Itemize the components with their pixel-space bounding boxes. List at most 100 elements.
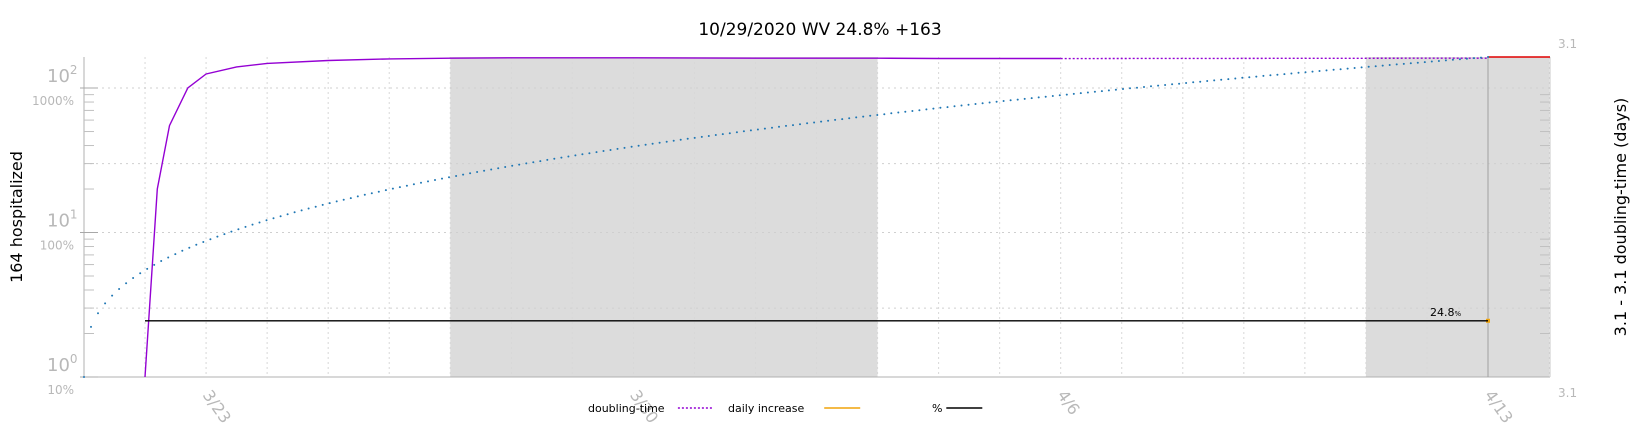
series-point (841, 118, 844, 121)
series-point (1037, 96, 1040, 99)
y-tick-label: 101 (47, 208, 78, 232)
series-point (476, 171, 479, 173)
series-point (181, 249, 184, 252)
series-point (1444, 59, 1447, 62)
series-point (377, 190, 380, 193)
series-point (658, 141, 661, 144)
series-point (1213, 79, 1216, 82)
series-point (700, 135, 703, 138)
series-point (1473, 57, 1475, 60)
series-point (686, 137, 689, 140)
series-point (1143, 86, 1145, 88)
series-point (1185, 82, 1188, 84)
series-point (1023, 97, 1026, 100)
series-point (904, 110, 907, 113)
series-point (890, 112, 893, 115)
series-point (1480, 56, 1482, 59)
series-point (644, 143, 647, 146)
series-point (1451, 58, 1454, 61)
series-point (602, 150, 605, 152)
series-point (1311, 70, 1314, 73)
series-point (1318, 70, 1321, 72)
series-point (785, 124, 787, 127)
series-point (630, 145, 633, 148)
series-point (988, 101, 991, 104)
legend-label-1: daily increase (728, 402, 804, 415)
series-point (1304, 71, 1307, 74)
series-point (1100, 90, 1103, 93)
series-point (953, 105, 956, 108)
series-point (806, 122, 809, 125)
series-point (1255, 75, 1258, 78)
series-point (553, 157, 556, 160)
series-point (1409, 62, 1412, 65)
series-point (90, 325, 92, 328)
series-point (1192, 81, 1195, 84)
series-point (1199, 80, 1202, 83)
series-point (1114, 88, 1117, 91)
series-point (939, 106, 942, 109)
series-point (721, 133, 724, 136)
series-point (146, 267, 149, 270)
shaded-range-1 (1365, 57, 1550, 377)
series-point (405, 184, 408, 187)
series-point (546, 158, 549, 161)
series-point (707, 135, 710, 137)
series-point (1030, 97, 1033, 100)
series-point (83, 376, 85, 378)
series-point (1051, 95, 1054, 97)
series-point (504, 166, 507, 168)
series-point (827, 119, 830, 122)
series-point (279, 215, 282, 218)
series-point (1269, 74, 1272, 77)
series-point (960, 104, 963, 107)
series-point (1002, 100, 1005, 102)
y-tick-label: 100 (47, 352, 78, 376)
series-point (370, 192, 373, 195)
series-point (1262, 74, 1265, 77)
series-point (328, 202, 331, 205)
series-point (897, 111, 900, 114)
series-point (974, 103, 977, 105)
series-point (1150, 85, 1152, 88)
series-point (532, 161, 535, 164)
series-point (693, 136, 696, 139)
series-point (1107, 89, 1110, 92)
series-point (595, 151, 598, 154)
series-point (588, 152, 591, 155)
series-line-doubling-time (144, 57, 1061, 378)
right-tick-bottom: 3.1 (1558, 386, 1577, 400)
shaded-regions (450, 57, 1550, 377)
series-point (1381, 64, 1384, 67)
series-point (525, 162, 528, 165)
series-point (335, 200, 338, 203)
series-point (1044, 95, 1047, 98)
series-point (412, 183, 415, 186)
series-point (1093, 90, 1096, 93)
series-point (876, 114, 879, 116)
x-tick-4/13: 4/13 (1481, 386, 1517, 426)
right-tick-top: 3.1 (1558, 37, 1577, 51)
series-point (679, 138, 682, 141)
series-point (462, 173, 465, 176)
series-point (911, 110, 914, 112)
series-point (1458, 58, 1461, 61)
series-point (209, 238, 212, 241)
series-point (1178, 82, 1181, 85)
series-point (1430, 60, 1433, 63)
series-point (1079, 92, 1082, 95)
series-point (97, 312, 99, 315)
series-point (469, 172, 472, 175)
series-point (420, 181, 422, 184)
series-point (349, 197, 352, 200)
series-point (1122, 88, 1124, 90)
series-point (314, 205, 317, 208)
series-point (448, 176, 450, 179)
shaded-range-0 (450, 57, 878, 377)
pct-annotation: 24.8% (1430, 306, 1462, 319)
series-point (1437, 60, 1440, 62)
series-point (265, 219, 268, 222)
y-axis-label-left: 164 hospitalized (7, 151, 26, 283)
series-point (455, 175, 458, 177)
